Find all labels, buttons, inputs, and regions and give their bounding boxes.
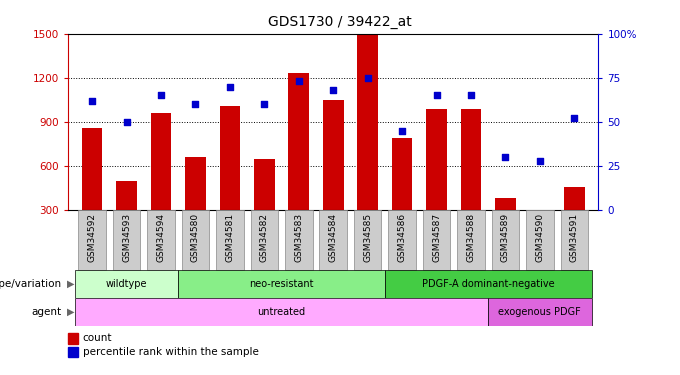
Bar	[357, 35, 378, 210]
Text: GSM34590: GSM34590	[535, 213, 545, 262]
FancyBboxPatch shape	[182, 210, 209, 270]
Text: GSM34586: GSM34586	[398, 213, 407, 262]
FancyBboxPatch shape	[388, 210, 416, 270]
Text: GSM34594: GSM34594	[156, 213, 165, 262]
FancyBboxPatch shape	[560, 210, 588, 270]
Bar	[530, 210, 550, 241]
Bar	[220, 106, 240, 210]
Text: GSM34587: GSM34587	[432, 213, 441, 262]
FancyBboxPatch shape	[147, 210, 175, 270]
FancyBboxPatch shape	[385, 270, 592, 298]
Bar	[564, 186, 585, 210]
FancyBboxPatch shape	[526, 210, 554, 270]
Text: GSM34593: GSM34593	[122, 213, 131, 262]
FancyBboxPatch shape	[78, 210, 106, 270]
FancyBboxPatch shape	[488, 298, 592, 326]
Bar	[82, 128, 103, 210]
FancyBboxPatch shape	[75, 298, 488, 326]
Text: exogenous PDGF: exogenous PDGF	[498, 307, 581, 317]
Text: GSM34580: GSM34580	[191, 213, 200, 262]
Bar	[68, 333, 78, 344]
Text: PDGF-A dominant-negative: PDGF-A dominant-negative	[422, 279, 554, 289]
Point	[259, 101, 270, 107]
FancyBboxPatch shape	[354, 210, 381, 270]
Point	[224, 84, 235, 90]
Bar	[460, 109, 481, 210]
Text: percentile rank within the sample: percentile rank within the sample	[83, 347, 258, 357]
Point	[431, 93, 442, 99]
Text: ▶: ▶	[67, 279, 74, 289]
FancyBboxPatch shape	[285, 210, 313, 270]
Text: GSM34591: GSM34591	[570, 213, 579, 262]
Bar	[426, 109, 447, 210]
Point	[534, 158, 545, 164]
Text: GSM34582: GSM34582	[260, 213, 269, 262]
FancyBboxPatch shape	[320, 210, 347, 270]
Bar	[116, 181, 137, 210]
Text: ▶: ▶	[67, 307, 74, 317]
Text: GSM34592: GSM34592	[88, 213, 97, 262]
Point	[190, 101, 201, 107]
FancyBboxPatch shape	[250, 210, 278, 270]
Text: untreated: untreated	[258, 307, 305, 317]
Bar	[495, 198, 515, 210]
Bar	[151, 113, 171, 210]
Text: agent: agent	[31, 307, 61, 317]
FancyBboxPatch shape	[113, 210, 140, 270]
Point	[156, 93, 167, 99]
Text: GSM34585: GSM34585	[363, 213, 372, 262]
Text: GDS1730 / 39422_at: GDS1730 / 39422_at	[268, 15, 412, 29]
Text: GSM34581: GSM34581	[225, 213, 235, 262]
Text: wildtype: wildtype	[106, 279, 148, 289]
Bar	[392, 138, 412, 210]
FancyBboxPatch shape	[216, 210, 243, 270]
FancyBboxPatch shape	[492, 210, 520, 270]
Point	[328, 87, 339, 93]
Text: count: count	[83, 333, 112, 344]
Bar	[68, 346, 78, 357]
FancyBboxPatch shape	[178, 270, 385, 298]
Point	[396, 128, 407, 134]
FancyBboxPatch shape	[423, 210, 450, 270]
Text: GSM34589: GSM34589	[501, 213, 510, 262]
Point	[86, 98, 97, 104]
Text: GSM34583: GSM34583	[294, 213, 303, 262]
Text: GSM34584: GSM34584	[328, 213, 338, 262]
Point	[121, 119, 132, 125]
FancyBboxPatch shape	[457, 210, 485, 270]
Bar	[185, 157, 206, 210]
Point	[569, 116, 580, 122]
Bar	[288, 74, 309, 210]
Point	[362, 75, 373, 81]
FancyBboxPatch shape	[75, 270, 178, 298]
Point	[466, 93, 477, 99]
Point	[293, 78, 304, 84]
Bar	[254, 159, 275, 210]
Text: GSM34588: GSM34588	[466, 213, 475, 262]
Bar	[323, 100, 343, 210]
Point	[500, 154, 511, 160]
Text: neo-resistant: neo-resistant	[250, 279, 313, 289]
Text: genotype/variation: genotype/variation	[0, 279, 61, 289]
